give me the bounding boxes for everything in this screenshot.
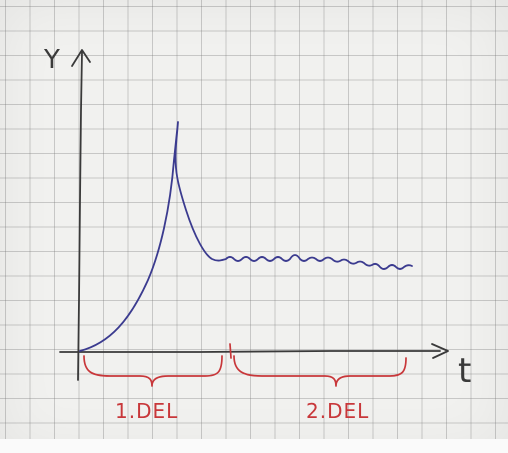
segment-divider-tick [229,343,232,359]
x-axis-arrowhead [431,343,449,359]
y-axis-arrowhead [71,49,91,67]
brace-part-2 [233,355,407,387]
y-axis-label: Y [43,45,60,75]
response-curve [79,121,413,352]
segment-label-2: 2.DEL [306,399,369,423]
x-axis-label: t [458,351,471,391]
brace-part-1 [83,355,223,387]
x-axis [59,350,441,353]
segment-label-1: 1.DEL [115,399,178,423]
y-axis [77,51,83,381]
